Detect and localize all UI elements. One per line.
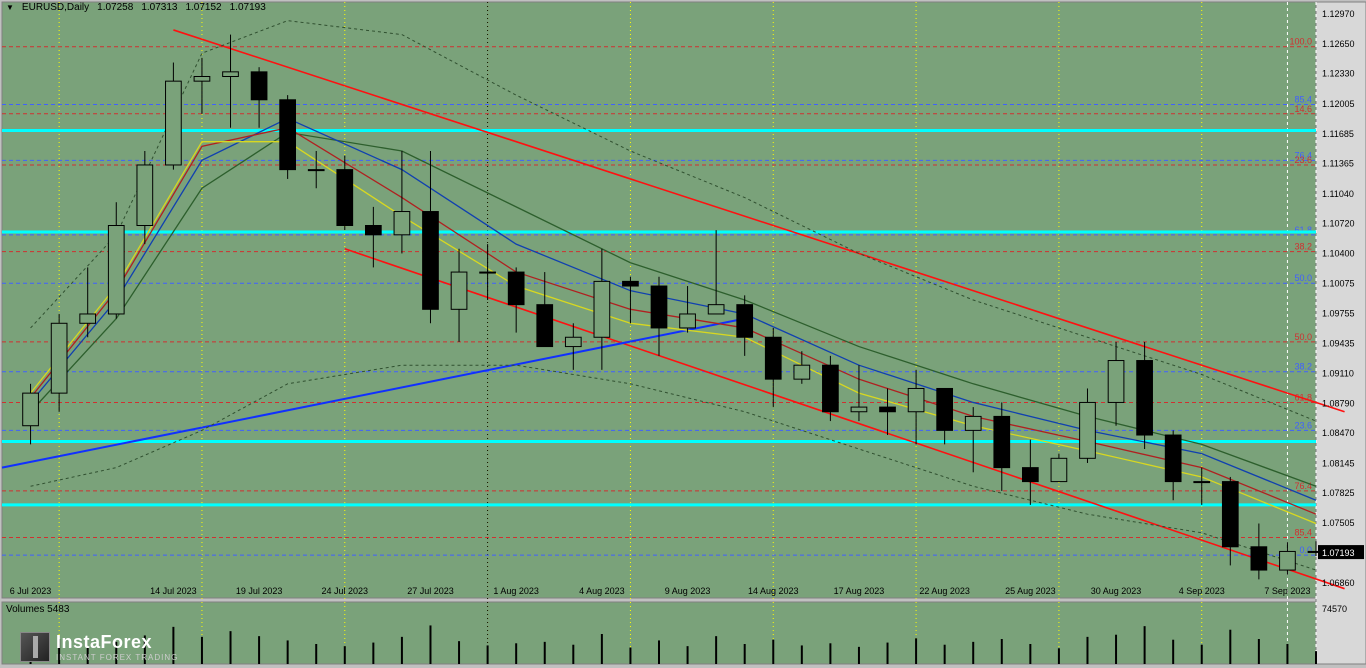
volumes-label: Volumes 5483 <box>6 604 69 615</box>
forex-chart[interactable]: 85.476.461.850.038.223.60.0100.014.623.6… <box>0 0 1366 668</box>
svg-text:50.0: 50.0 <box>1294 332 1312 342</box>
svg-text:74570: 74570 <box>1322 604 1347 614</box>
svg-text:100.0: 100.0 <box>1289 37 1312 47</box>
svg-text:1.10400: 1.10400 <box>1322 248 1355 258</box>
svg-text:14 Aug 2023: 14 Aug 2023 <box>748 586 799 596</box>
svg-text:30 Aug 2023: 30 Aug 2023 <box>1091 586 1142 596</box>
ohlc-o: 1.07258 <box>97 2 133 13</box>
svg-text:9 Aug 2023: 9 Aug 2023 <box>665 586 711 596</box>
svg-text:1.07193: 1.07193 <box>1322 548 1355 558</box>
instaforex-logo: InstaForex INSTANT FOREX TRADING <box>20 632 178 662</box>
svg-text:7 Sep 2023: 7 Sep 2023 <box>1264 586 1310 596</box>
logo-text: InstaForex <box>56 632 178 653</box>
svg-text:1.11685: 1.11685 <box>1322 129 1354 139</box>
ohlc-c: 1.07193 <box>230 2 266 13</box>
svg-text:76.4: 76.4 <box>1294 481 1312 491</box>
svg-text:1.12005: 1.12005 <box>1322 99 1355 109</box>
svg-text:85.4: 85.4 <box>1294 527 1312 537</box>
svg-text:1.09110: 1.09110 <box>1322 369 1354 379</box>
svg-text:1.09755: 1.09755 <box>1322 309 1355 319</box>
svg-text:22 Aug 2023: 22 Aug 2023 <box>919 586 970 596</box>
svg-text:1.11365: 1.11365 <box>1322 159 1354 169</box>
symbol-label: EURUSD,Daily <box>22 2 89 13</box>
ohlc-h: 1.07313 <box>141 2 177 13</box>
svg-text:38.2: 38.2 <box>1294 362 1312 372</box>
svg-text:38.2: 38.2 <box>1294 242 1312 252</box>
svg-text:4 Aug 2023: 4 Aug 2023 <box>579 586 625 596</box>
svg-text:17 Aug 2023: 17 Aug 2023 <box>834 586 885 596</box>
svg-text:27 Jul 2023: 27 Jul 2023 <box>407 586 454 596</box>
svg-text:1.11040: 1.11040 <box>1322 189 1354 199</box>
svg-text:14.6: 14.6 <box>1294 104 1312 114</box>
svg-text:1.07825: 1.07825 <box>1322 488 1355 498</box>
chart-header: ▼ EURUSD,Daily 1.07258 1.07313 1.07152 1… <box>6 2 270 13</box>
svg-text:1.12650: 1.12650 <box>1322 39 1355 49</box>
logo-icon <box>20 632 50 662</box>
svg-text:1.12970: 1.12970 <box>1322 9 1355 19</box>
logo-tagline: INSTANT FOREX TRADING <box>56 653 178 662</box>
svg-text:1.06860: 1.06860 <box>1322 578 1355 588</box>
svg-text:0.0: 0.0 <box>1299 545 1312 555</box>
svg-text:1.12330: 1.12330 <box>1322 69 1355 79</box>
svg-text:1.07505: 1.07505 <box>1322 518 1355 528</box>
ohlc-l: 1.07152 <box>185 2 221 13</box>
dropdown-arrow-icon: ▼ <box>6 3 14 12</box>
svg-text:24 Jul 2023: 24 Jul 2023 <box>322 586 369 596</box>
svg-text:25 Aug 2023: 25 Aug 2023 <box>1005 586 1056 596</box>
svg-text:1.08145: 1.08145 <box>1322 458 1355 468</box>
chart-svg: 85.476.461.850.038.223.60.0100.014.623.6… <box>0 0 1366 668</box>
svg-text:1.10720: 1.10720 <box>1322 219 1355 229</box>
svg-text:4 Sep 2023: 4 Sep 2023 <box>1179 586 1225 596</box>
svg-text:19 Jul 2023: 19 Jul 2023 <box>236 586 283 596</box>
svg-text:23.6: 23.6 <box>1294 155 1312 165</box>
svg-text:6 Jul 2023: 6 Jul 2023 <box>10 586 52 596</box>
svg-text:14 Jul 2023: 14 Jul 2023 <box>150 586 197 596</box>
svg-text:1.09435: 1.09435 <box>1322 338 1355 348</box>
svg-text:23.6: 23.6 <box>1294 420 1312 430</box>
svg-text:1 Aug 2023: 1 Aug 2023 <box>493 586 539 596</box>
svg-text:50.0: 50.0 <box>1294 273 1312 283</box>
svg-text:1.10075: 1.10075 <box>1322 279 1355 289</box>
svg-text:1.08790: 1.08790 <box>1322 398 1355 408</box>
svg-text:1.08470: 1.08470 <box>1322 428 1355 438</box>
